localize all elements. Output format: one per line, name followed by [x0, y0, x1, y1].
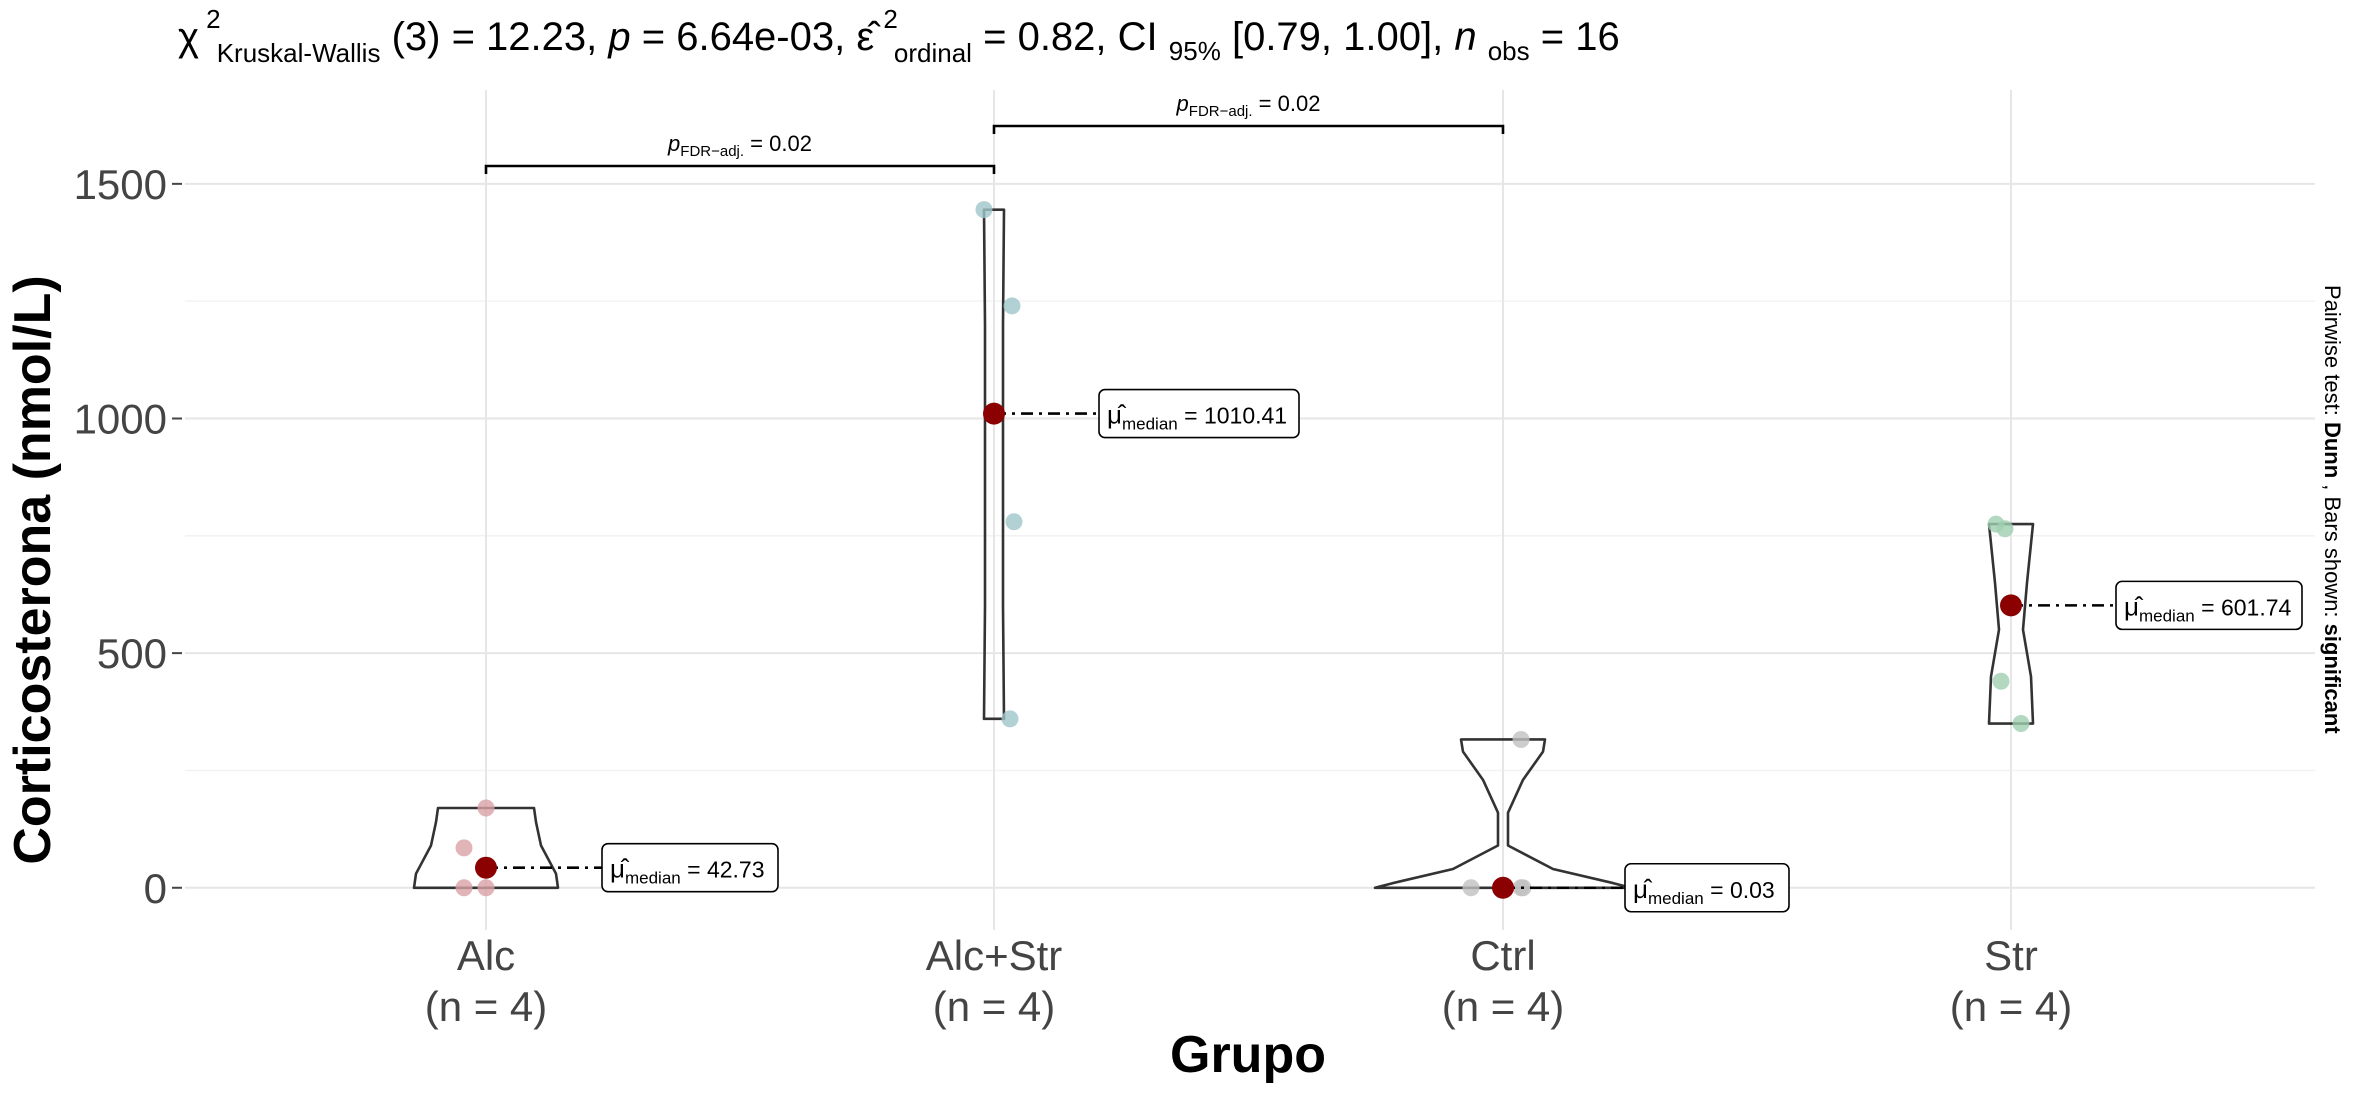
median-point	[1492, 876, 1514, 899]
violin-alc-str	[982, 208, 1006, 721]
subtitle-epsilon-sub: ordinal	[894, 38, 972, 68]
median-label-box	[601, 842, 779, 893]
median-label: μ̂median = 601.74	[2124, 591, 2292, 625]
data-point	[1992, 672, 2010, 690]
data-point	[455, 839, 473, 857]
data-point	[975, 201, 993, 219]
comparison-bars: pFDR−adj. = 0.02 pFDR−adj. = 0.02	[484, 91, 1505, 174]
x-tick-label: Str	[1984, 932, 2038, 979]
data-point	[1462, 879, 1480, 897]
subtitle-n-value: = 16	[1541, 15, 1620, 59]
grid	[185, 90, 2315, 930]
median-label-box	[1098, 388, 1300, 439]
subtitle-p-symbol: p	[607, 15, 630, 59]
data-point	[1003, 297, 1021, 315]
subtitle-df: (3) = 12.23,	[392, 15, 609, 59]
subtitle-ci-sub: 95%	[1169, 36, 1221, 66]
y-axis: 0 500 1000 1500	[74, 161, 182, 912]
caption-mid: , Bars shown:	[2320, 484, 2345, 623]
data-point	[455, 879, 473, 897]
median-label-box	[2115, 580, 2303, 631]
y-axis-title: Corticosterona (nmol/L)	[4, 275, 62, 864]
x-tick-count-label: (n = 4)	[933, 983, 1056, 1030]
pairwise-caption: Pairwise test: Dunn , Bars shown: signif…	[2320, 285, 2345, 734]
subtitle-ci-value: [0.79, 1.00],	[1232, 15, 1454, 59]
subtitle-chi-sub: Kruskal-Wallis	[217, 38, 381, 68]
y-tick-label: 0	[144, 865, 167, 912]
chart-subtitle: χ 2 Kruskal-Wallis (3) = 12.23, p = 6.64…	[178, 0, 1620, 71]
x-axis: Alc(n = 4)Alc+Str(n = 4)Ctrl(n = 4)Str(n…	[425, 932, 2073, 1030]
data-point	[477, 799, 495, 817]
x-tick-count-label: (n = 4)	[1442, 983, 1565, 1030]
caption-test: Dunn	[2320, 422, 2345, 478]
caption-prefix: Pairwise test:	[2320, 285, 2345, 422]
x-tick-count-label: (n = 4)	[425, 983, 548, 1030]
median-label-box	[1624, 862, 1790, 913]
subtitle-epsilon-value: = 0.82, CI	[983, 15, 1158, 59]
data-point	[1987, 515, 2005, 533]
comparison-label: pFDR−adj. = 0.02	[1176, 91, 1321, 120]
subtitle-n-sub: obs	[1488, 36, 1530, 66]
x-tick-label: Alc+Str	[926, 932, 1063, 979]
caption-shown: significant	[2320, 624, 2345, 735]
median-point	[983, 402, 1005, 425]
subtitle-epsilon: ε̂	[856, 15, 881, 59]
subtitle-chi-sup: 2	[206, 4, 220, 34]
median-label: μ̂median = 0.03	[1633, 874, 1775, 908]
y-tick-label: 1000	[74, 395, 167, 442]
data-point	[2012, 715, 2030, 733]
median-label: μ̂median = 42.73	[610, 854, 765, 888]
subtitle-p-value: = 6.64e-03,	[642, 15, 857, 59]
data-point	[1005, 513, 1023, 531]
median-label: μ̂median = 1010.41	[1107, 400, 1287, 434]
violins	[412, 208, 2035, 890]
x-axis-title: Grupo	[1170, 1026, 1326, 1084]
medians: μ̂median = 42.73 μ̂median = 1010.41 μ̂medi…	[475, 388, 2303, 913]
y-tick-label: 1500	[74, 161, 167, 208]
x-tick-label: Alc	[457, 932, 515, 979]
comparison-label: pFDR−adj. = 0.02	[667, 131, 812, 160]
y-tick-label: 500	[97, 630, 167, 677]
x-tick-label: Ctrl	[1470, 932, 1535, 979]
data-point	[477, 879, 495, 897]
violin-alc	[412, 806, 560, 890]
data-points	[455, 201, 2030, 897]
x-tick-count-label: (n = 4)	[1950, 983, 2073, 1030]
subtitle-epsilon-sup: 2	[883, 4, 897, 34]
median-point	[2000, 594, 2022, 617]
violin-str	[1987, 522, 2035, 725]
median-point	[475, 856, 497, 879]
comparison-bracket	[992, 124, 1505, 134]
subtitle-n-symbol: n	[1454, 15, 1476, 59]
comparison-bracket	[484, 164, 996, 174]
subtitle-chi: χ	[178, 15, 199, 59]
data-point	[1512, 730, 1530, 748]
violin-ctrl	[1373, 738, 1633, 890]
data-point	[1001, 710, 1019, 728]
